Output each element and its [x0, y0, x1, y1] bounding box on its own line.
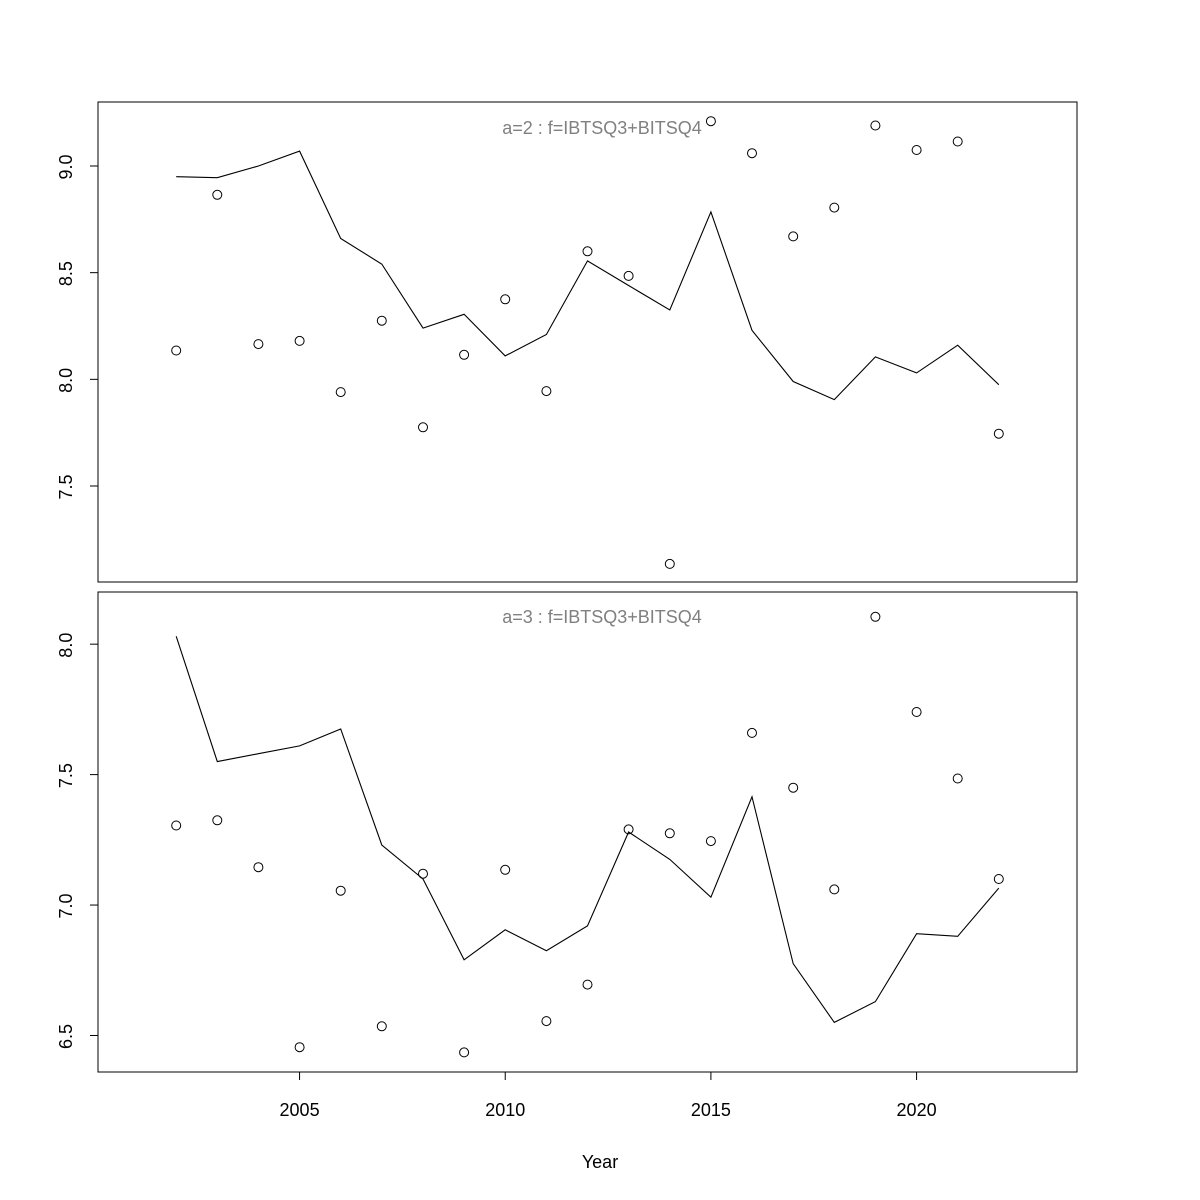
- panel-a3-point-2007: [376, 1021, 387, 1032]
- x-axis: 2005 2010 2015 2020: [280, 1071, 937, 1120]
- panel-a3-point-2010: [500, 864, 511, 875]
- panel-a3-point-2016: [747, 727, 757, 738]
- x-tick-label-1: 2010: [485, 1100, 525, 1120]
- panel-a3-observed-series: [171, 611, 1004, 1058]
- panel-a2-point-2020: [911, 145, 922, 155]
- panel-a2-y-axis: 7.5 8.0 8.5 9.0: [56, 154, 98, 500]
- panel-a3-fit-line: [175, 636, 1000, 1024]
- panel-a3-point-2013: [623, 824, 634, 835]
- panel-a3-frame: [97, 591, 1078, 1073]
- panel-a2-fit-series: [176, 150, 1000, 401]
- panel-a3-point-2006: [335, 885, 346, 896]
- panel-a2-point-2022: [993, 428, 1004, 439]
- panel-a3-point-2020: [911, 707, 922, 717]
- panel-a3-point-2017: [788, 782, 799, 793]
- panel-a2-point-2013: [623, 270, 634, 281]
- panel-a2-y-tick-label-3: 9.0: [56, 154, 76, 179]
- panel-a2-y-tick-label-1: 8.0: [56, 368, 76, 393]
- x-tick-label-2: 2015: [691, 1100, 731, 1120]
- panel-a3-title: a=3 : f=IBTSQ3+BITSQ4: [502, 607, 702, 627]
- panel-a2-point-2018: [829, 202, 840, 213]
- panel-a3-point-2014: [664, 828, 675, 839]
- panel-a2-point-2015: [705, 116, 716, 127]
- panel-a3-y-tick-label-2: 7.5: [56, 763, 76, 788]
- panel-a3-point-2004: [253, 862, 264, 873]
- panel-a2-y-tick-label-2: 8.5: [56, 261, 76, 286]
- panel-a2-point-2006: [335, 387, 346, 398]
- panel-a2-y-tick-label-0: 7.5: [56, 474, 76, 499]
- panel-a2-frame: [97, 101, 1078, 583]
- panel-a2-fit-line: [176, 150, 1000, 401]
- panel-a3-point-2008: [418, 868, 428, 879]
- panel-a2-point-2005: [294, 335, 305, 346]
- x-tick-label-3: 2020: [897, 1100, 937, 1120]
- panel-a3-point-2003: [212, 815, 223, 826]
- panel-a2-title: a=2 : f=IBTSQ3+BITSQ4: [502, 118, 702, 138]
- panel-a3-point-2019: [870, 611, 881, 622]
- x-axis-title: Year: [582, 1152, 618, 1172]
- panel-a3-y-tick-label-1: 7.0: [56, 894, 76, 919]
- panel-a3-point-2009: [459, 1047, 470, 1058]
- panel-a3-y-tick-label-0: 6.5: [56, 1024, 76, 1049]
- panel-a2-point-2004: [253, 339, 264, 350]
- panel-a2-point-2014: [664, 558, 675, 569]
- panel-a3-point-2012: [582, 979, 593, 990]
- panel-a2-point-2009: [459, 349, 470, 360]
- panel-a3-point-2005: [294, 1042, 305, 1053]
- panel-a2-point-2002: [171, 345, 182, 356]
- panel-a2-point-2019: [870, 120, 881, 131]
- panel-a2-point-2007: [376, 315, 387, 326]
- panel-a2-point-2021: [952, 136, 963, 147]
- panel-a2-observed-series: [171, 116, 1004, 569]
- panel-a2-point-2016: [747, 148, 757, 159]
- panel-a3-y-axis: 6.5 7.0 7.5 8.0: [56, 633, 98, 1049]
- panel-a2-point-2017: [788, 231, 799, 242]
- panel-a2-point-2003: [212, 189, 223, 200]
- panel-a3-point-2015: [705, 836, 716, 847]
- panel-a2-point-2012: [582, 246, 593, 257]
- panel-a2-point-2010: [500, 294, 511, 305]
- panel-a3-y-tick-label-3: 8.0: [56, 633, 76, 658]
- panel-a3-point-2011: [541, 1016, 552, 1027]
- panel-a3-point-2018: [829, 884, 840, 895]
- panel-a3-point-2022: [993, 874, 1004, 884]
- panel-a3-fit-series: [175, 636, 1000, 1024]
- x-tick-label-0: 2005: [280, 1100, 320, 1120]
- panel-a3-point-2002: [171, 820, 182, 831]
- panel-a2-point-2008: [418, 422, 428, 433]
- panel-a3-point-2021: [952, 773, 963, 784]
- panel-a3: a=3 : f=IBTSQ3+BITSQ4 6.5 7.0 7.5 8.0: [56, 591, 1078, 1073]
- panel-a2: a=2 : f=IBTSQ3+BITSQ4 7.5 8.0 8.5 9.0: [56, 101, 1078, 583]
- panel-a2-point-2011: [541, 386, 552, 397]
